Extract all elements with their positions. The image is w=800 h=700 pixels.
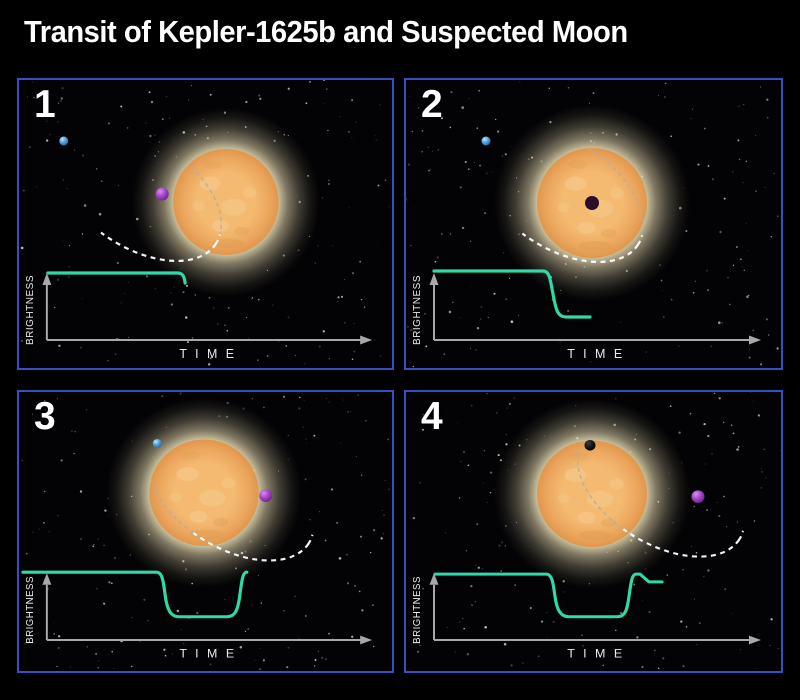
star — [537, 440, 647, 547]
lightcurve — [21, 570, 249, 619]
panel-4-scene: T I M E BRIGHTNESS — [409, 392, 781, 671]
lightcurve — [432, 269, 592, 319]
y-axis-label: BRIGHTNESS — [412, 576, 423, 644]
panel-2-scene: T I M E BRIGHTNESS — [406, 81, 779, 368]
y-axis-label: BRIGHTNESS — [412, 275, 423, 345]
panel-2: 2 — [404, 78, 783, 370]
planet — [585, 196, 599, 210]
y-axis-label: BRIGHTNESS — [25, 576, 36, 644]
x-axis-label: T I M E — [567, 647, 625, 661]
axes — [429, 573, 761, 645]
page-title: Transit of Kepler-1625b and Suspected Mo… — [24, 14, 628, 49]
y-axis-label: BRIGHTNESS — [25, 275, 36, 345]
panel-4: 4 — [404, 390, 783, 673]
x-axis-label: T I M E — [179, 647, 236, 661]
x-axis-label: T I M E — [179, 347, 236, 361]
orbit-path — [54, 123, 223, 263]
planet — [259, 489, 273, 502]
x-axis-label: T I M E — [567, 347, 625, 361]
panel-3: 3 — [17, 390, 394, 673]
panel-number-3: 3 — [34, 395, 56, 438]
star — [173, 149, 279, 255]
orbit-path — [576, 423, 746, 558]
panel-number-4: 4 — [421, 395, 443, 438]
lightcurve — [433, 572, 664, 619]
panel-number-1: 1 — [34, 83, 56, 126]
panel-1-scene: T I M E BRIGHTNESS — [20, 80, 390, 366]
axes — [42, 273, 373, 345]
planet — [691, 490, 705, 503]
planet — [155, 187, 169, 201]
lightcurve — [46, 271, 187, 285]
star — [149, 439, 259, 547]
moon — [481, 136, 491, 146]
axes — [42, 573, 373, 645]
orbit-path — [475, 124, 645, 264]
panel-1: 1 — [17, 78, 394, 370]
panel-3-scene: T I M E BRIGHTNESS — [21, 392, 390, 670]
axes — [429, 273, 761, 345]
panel-number-2: 2 — [421, 83, 443, 126]
moon — [152, 438, 162, 448]
moon — [59, 136, 69, 146]
moon — [584, 439, 596, 451]
